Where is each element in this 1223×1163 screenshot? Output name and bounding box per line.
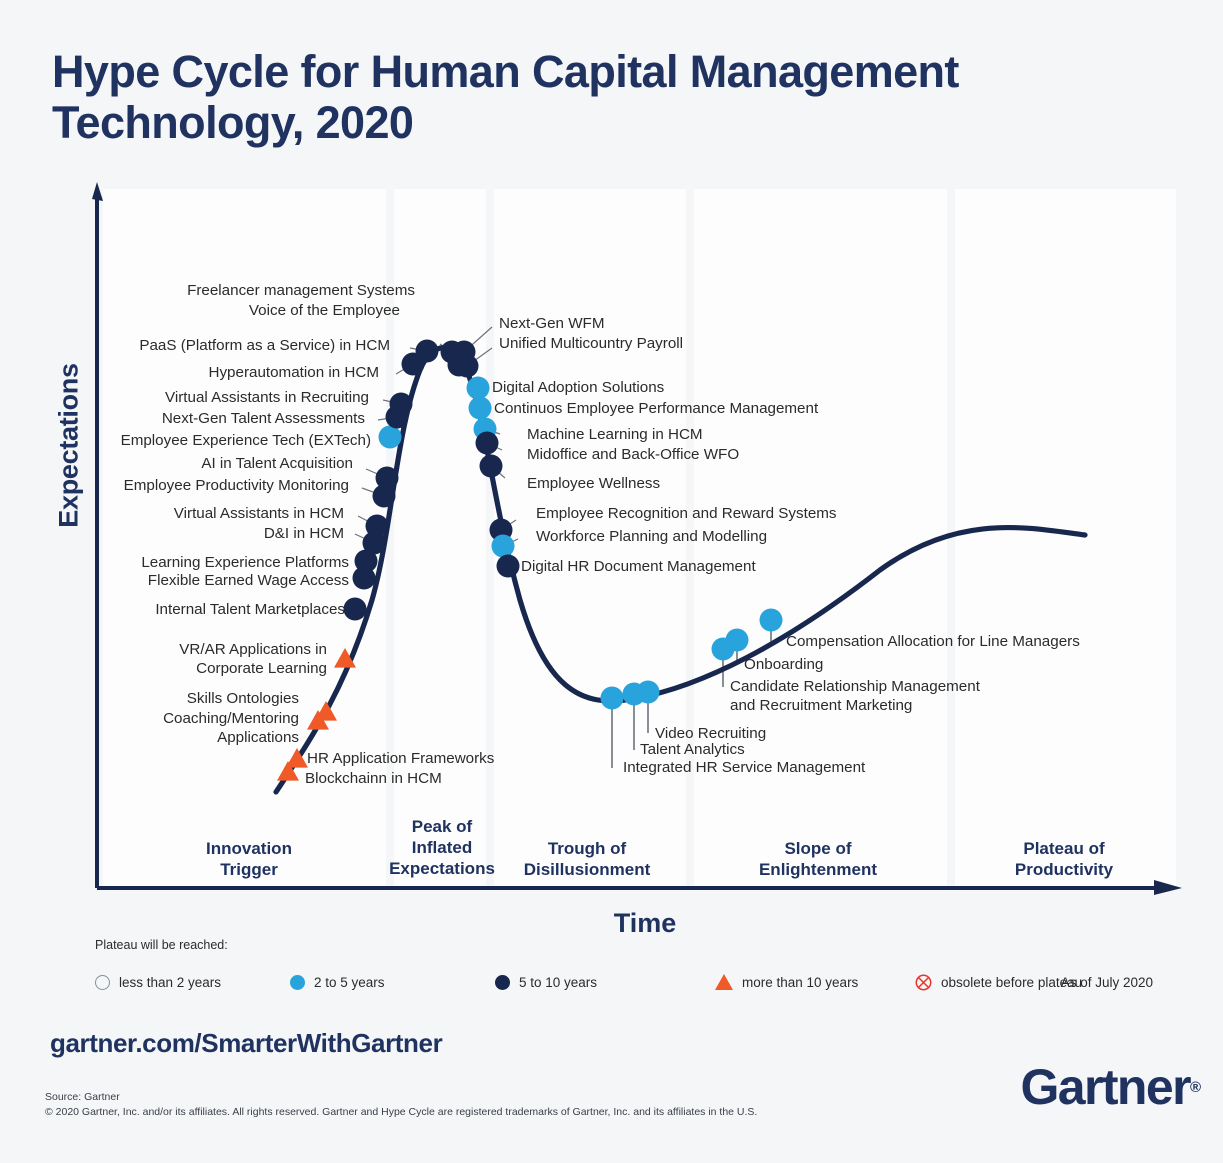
- phase-bands: [103, 189, 1176, 888]
- chart-axes: [92, 182, 1182, 895]
- data-point-label: D&I in HCM: [263, 525, 344, 542]
- data-point-label: Digital HR Document Management: [521, 558, 756, 575]
- data-point-label: Employee Experience Tech (EXTech): [120, 432, 371, 449]
- data-point-label: Hyperautomation in HCM: [208, 364, 379, 381]
- legend-item-orange-triangle: more than 10 years: [715, 968, 858, 996]
- marker-circle: [365, 514, 389, 538]
- marker-circle: [415, 339, 439, 363]
- data-point-label: Flexible Earned Wage Access: [147, 572, 349, 589]
- data-point-label: Continuos Employee Performance Managemen…: [494, 400, 819, 417]
- legend-item-crossed-circle: obsolete before plateau: [915, 968, 1082, 996]
- data-point-label: Blockchainn in HCM: [305, 770, 442, 787]
- legend-item-navy-circle: 5 to 10 years: [495, 968, 597, 996]
- data-point-label: Onboarding: [744, 656, 824, 673]
- data-point-markers: [277, 339, 783, 781]
- data-point-label: Talent Analytics: [640, 741, 745, 758]
- data-point-label: Candidate Relationship Management and Re…: [730, 678, 980, 714]
- y-axis-title: Expectations: [53, 363, 84, 528]
- marker-circle: [479, 454, 503, 478]
- legend-item-label: more than 10 years: [742, 974, 859, 990]
- data-point-label: Machine Learning in HCM: [527, 426, 703, 443]
- data-point-label: Midoffice and Back-Office WFO: [527, 446, 740, 463]
- source-attribution: Source: Gartner © 2020 Gartner, Inc. and…: [45, 1091, 758, 1118]
- orange-triangle-icon: [715, 974, 733, 990]
- data-point-label: Employee Recognition and Reward Systems: [536, 505, 837, 522]
- x-axis-title: Time: [613, 908, 677, 938]
- marker-circle: [725, 628, 749, 652]
- navy-circle-icon: [495, 974, 510, 990]
- registered-mark: ®: [1189, 1079, 1201, 1096]
- data-point-label: AI in Talent Acquisition: [201, 455, 353, 472]
- data-point-label: Coaching/Mentoring Applications: [163, 710, 299, 746]
- data-point-label: Virtual Assistants in HCM: [173, 505, 344, 522]
- data-point-label: Unified Multicountry Payroll: [499, 335, 684, 352]
- data-point-label: Learning Experience Platforms: [141, 554, 349, 571]
- data-point-label: Internal Talent Marketplaces: [155, 601, 345, 618]
- gartner-logo-text: Gartner: [1020, 1059, 1192, 1115]
- marker-circle: [372, 484, 396, 508]
- data-point-label: PaaS (Platform as a Service) in HCM: [139, 337, 390, 354]
- data-point-label: Freelancer management Systems: [187, 282, 415, 299]
- marker-triangle: [277, 761, 299, 781]
- marker-circle: [375, 466, 399, 490]
- legend-item-label: obsolete before plateau: [941, 974, 1083, 990]
- legend-item-blue-circle: 2 to 5 years: [290, 968, 385, 996]
- data-point-label: Next-Gen WFM: [499, 315, 605, 332]
- data-point-label: Employee Productivity Monitoring: [123, 477, 349, 494]
- marker-triangle: [315, 701, 337, 721]
- gartner-logo: Gartner®: [1021, 1062, 1201, 1113]
- marker-triangle: [286, 748, 308, 768]
- crossed-circle-icon: [915, 974, 932, 991]
- blue-circle-icon: [290, 974, 305, 990]
- marker-circle: [468, 396, 492, 420]
- marker-circle: [378, 425, 402, 449]
- marker-circle: [475, 431, 499, 455]
- marker-circle: [343, 597, 367, 621]
- legend: obsolete before plateau more than 10 year…: [95, 968, 1155, 996]
- as-of-date: As of July 2020: [1060, 974, 1153, 990]
- data-point-label: Digital Adoption Solutions: [492, 379, 665, 396]
- marker-circle: [600, 686, 624, 710]
- legend-item-label: 2 to 5 years: [314, 974, 385, 990]
- data-point-label: Workforce Planning and Modelling: [536, 528, 768, 545]
- phase-label-slope-of-enlightenment: Slope of Enlightenment: [758, 839, 878, 879]
- legend-item-label: 5 to 10 years: [519, 974, 598, 990]
- legend-note: Plateau will be reached:: [95, 938, 228, 952]
- data-point-label: Employee Wellness: [527, 475, 661, 492]
- data-point-label: VR/AR Applications in Corporate Learning: [179, 641, 327, 677]
- marker-circle: [389, 392, 413, 416]
- data-point-label: Virtual Assistants in Recruiting: [165, 389, 369, 406]
- open-circle-icon: [95, 974, 110, 990]
- marker-circle: [759, 608, 783, 632]
- data-point-label: Video Recruiting: [655, 725, 767, 742]
- website-link[interactable]: gartner.com/SmarterWithGartner: [50, 1028, 443, 1058]
- marker-circle: [352, 566, 376, 590]
- data-point-label: Skills Ontologies: [186, 690, 299, 707]
- marker-circle: [496, 554, 520, 578]
- data-point-label: Voice of the Employee: [248, 302, 400, 319]
- marker-circle: [466, 376, 490, 400]
- phase-label-peak-of-inflated-expectations: Peak of Inflated Expectations: [389, 817, 495, 878]
- data-point-label: Compensation Allocation for Line Manager…: [786, 633, 1080, 650]
- marker-triangle: [334, 648, 356, 668]
- marker-circle: [455, 354, 479, 378]
- phase-label-trough-of-disillusionment: Trough of Disillusionment: [523, 839, 651, 879]
- data-point-label: Next-Gen Talent Assessments: [161, 410, 365, 427]
- marker-circle: [354, 549, 378, 573]
- legend-item-open-circle: less than 2 years: [95, 968, 221, 996]
- marker-circle: [636, 680, 660, 704]
- phase-label-plateau-of-productivity: Plateau of Productivity: [1014, 839, 1114, 879]
- data-point-label: HR Application Frameworks: [307, 750, 495, 767]
- legend-item-label: less than 2 years: [119, 974, 222, 990]
- marker-circle: [362, 531, 386, 555]
- phase-label-innovation-trigger: Innovation Trigger: [206, 839, 292, 879]
- data-point-label: Integrated HR Service Management: [623, 759, 866, 776]
- page-title: Hype Cycle for Human Capital Management …: [52, 46, 959, 148]
- marker-circle: [491, 534, 515, 558]
